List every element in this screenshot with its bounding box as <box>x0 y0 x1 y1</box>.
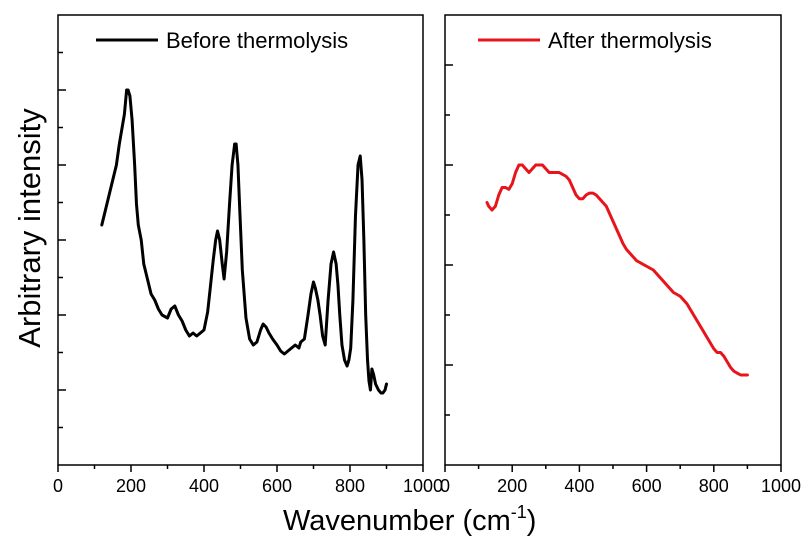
x-axis-title-main: Wavenumber (cm <box>283 505 511 537</box>
x-tick-label: 400 <box>189 476 219 496</box>
x-tick-label: 800 <box>699 476 729 496</box>
x-tick-label: 600 <box>262 476 292 496</box>
x-tick-label: 200 <box>497 476 527 496</box>
panel-after-y-ticks <box>445 64 453 416</box>
x-tick-label: 1000 <box>761 476 801 496</box>
x-axis-title-superscript: -1 <box>511 502 527 522</box>
x-tick-label: 600 <box>632 476 662 496</box>
panel-before-x-tick-labels: 0 200 400 600 800 1000 <box>53 476 443 496</box>
x-tick-label: 0 <box>440 476 450 496</box>
x-tick-label: 1000 <box>403 476 443 496</box>
panel-before: 0 200 400 600 800 1000 Before thermolysis <box>53 14 443 496</box>
legend-label-after-thermolysis: After thermolysis <box>548 28 712 53</box>
panel-after-x-ticks <box>444 465 782 472</box>
x-tick-label: 0 <box>53 476 63 496</box>
panel-before-x-ticks <box>57 465 424 472</box>
series-line-before-thermolysis <box>100 88 388 395</box>
panel-after: 0 200 400 600 800 1000 After thermolysis <box>440 14 801 496</box>
x-tick-label: 200 <box>116 476 146 496</box>
series-line-after-thermolysis <box>485 163 749 377</box>
y-axis-title: Arbitrary intensity <box>12 108 47 348</box>
panel-after-x-tick-labels: 0 200 400 600 800 1000 <box>440 476 801 496</box>
x-axis-title-suffix: ) <box>527 505 537 537</box>
x-axis-title: Wavenumber (cm-1) <box>283 502 536 537</box>
panel-before-y-ticks <box>58 51 66 429</box>
panel-after-frame <box>444 14 782 466</box>
x-tick-label: 400 <box>564 476 594 496</box>
x-tick-label: 800 <box>335 476 365 496</box>
legend-label-before-thermolysis: Before thermolysis <box>166 28 348 53</box>
